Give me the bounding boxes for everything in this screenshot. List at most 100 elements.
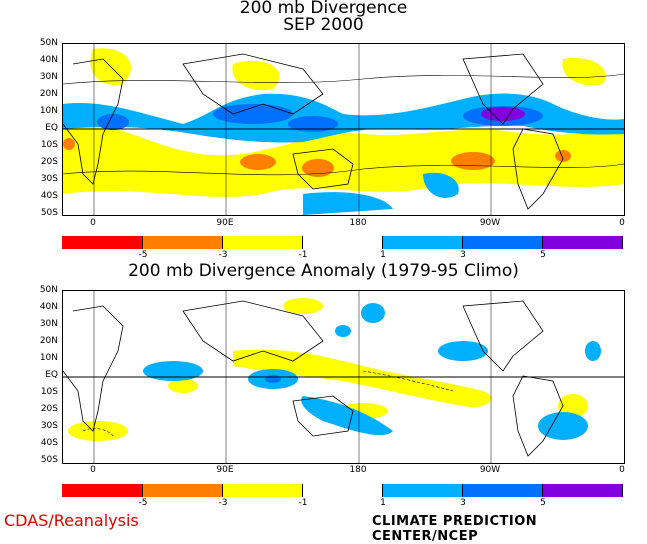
lightblue-anomaly-epacific bbox=[438, 341, 488, 361]
yellow-anomaly-samerica bbox=[558, 394, 588, 418]
colorbar-tick-label: -1 bbox=[298, 498, 308, 508]
lon-label: 0 bbox=[90, 218, 96, 228]
lat-label: 40N bbox=[39, 302, 58, 312]
south-america-coastline bbox=[512, 375, 564, 457]
colorbar-segment bbox=[223, 236, 303, 249]
colorbar-segment bbox=[62, 484, 143, 497]
lat-label: 50S bbox=[40, 455, 58, 465]
colorbar-tick-label: -5 bbox=[138, 498, 148, 508]
colorbar-segment bbox=[223, 484, 303, 497]
lat-label: 20S bbox=[40, 157, 58, 167]
lat-label: 40N bbox=[39, 55, 58, 65]
bottom-colorbar bbox=[62, 484, 623, 497]
lat-label: 30S bbox=[40, 421, 58, 431]
lightblue-convergence-band bbox=[63, 93, 624, 143]
colorbar-tick-label: -5 bbox=[138, 250, 148, 260]
contour-line bbox=[63, 163, 624, 176]
colorbar-segment bbox=[143, 484, 223, 497]
colorbar-tick-label: 5 bbox=[540, 250, 546, 260]
yellow-anomaly-indian bbox=[168, 379, 198, 393]
colorbar-segment bbox=[62, 236, 143, 249]
lon-label: 90E bbox=[216, 465, 234, 475]
lon-label: 0 bbox=[619, 218, 625, 228]
lat-label: 40S bbox=[40, 191, 58, 201]
colorbar-segment bbox=[463, 484, 543, 497]
lightblue-region-spacific bbox=[423, 172, 459, 198]
north-america-coastline bbox=[462, 300, 544, 372]
bottom-map-canvas bbox=[63, 291, 624, 463]
lon-label: 0 bbox=[619, 465, 625, 475]
bottom-map-title: 200 mb Divergence Anomaly (1979-95 Climo… bbox=[128, 261, 519, 281]
top-map-canvas bbox=[63, 44, 624, 215]
lat-label: 10S bbox=[40, 387, 58, 397]
south-america-coastline bbox=[512, 128, 564, 210]
lat-label: 10N bbox=[39, 106, 58, 116]
colorbar-tick-label: -3 bbox=[218, 250, 228, 260]
colorbar-segment bbox=[383, 236, 463, 249]
australia-coastline bbox=[292, 148, 354, 190]
lat-label: 30S bbox=[40, 174, 58, 184]
source-label: CDAS/Reanalysis bbox=[4, 511, 139, 530]
lon-label: 90E bbox=[216, 218, 234, 228]
colorbar-tick-label: 3 bbox=[460, 498, 466, 508]
lightblue-anomaly-southpacific bbox=[301, 396, 393, 436]
lat-label: EQ bbox=[45, 123, 58, 133]
lat-label: 50S bbox=[40, 208, 58, 218]
colorbar-tick-label: 1 bbox=[380, 250, 386, 260]
lat-label: 30N bbox=[39, 72, 58, 82]
colorbar-tick-label: 3 bbox=[460, 250, 466, 260]
colorbar-segment bbox=[303, 236, 383, 249]
lat-label: 10S bbox=[40, 140, 58, 150]
top-divergence-map bbox=[62, 43, 625, 216]
lat-label: 50N bbox=[39, 38, 58, 48]
yellow-anomaly-southatlantic bbox=[68, 421, 128, 441]
orange-region-indian bbox=[240, 154, 276, 170]
colorbar-segment bbox=[543, 236, 623, 249]
lat-label: 40S bbox=[40, 438, 58, 448]
lon-label: 0 bbox=[90, 465, 96, 475]
orange-region-pacific bbox=[451, 152, 495, 170]
colorbar-segment bbox=[463, 236, 543, 249]
orange-region-samerica bbox=[555, 150, 571, 162]
lightblue-region-southern bbox=[303, 192, 393, 215]
lightblue-anomaly-small bbox=[335, 325, 351, 337]
lat-label: 30N bbox=[39, 319, 58, 329]
yellow-anomaly-asia bbox=[283, 298, 323, 314]
darkblue-region-maritime bbox=[288, 116, 338, 132]
lon-label: 180 bbox=[349, 465, 367, 475]
lat-label: 20N bbox=[39, 89, 58, 99]
colorbar-segment bbox=[143, 236, 223, 249]
africa-coastline bbox=[63, 58, 124, 185]
top-colorbar bbox=[62, 236, 623, 249]
yellow-region-atlantic bbox=[562, 58, 606, 86]
lat-label: 20S bbox=[40, 404, 58, 414]
lon-label: 180 bbox=[349, 218, 367, 228]
lightblue-anomaly-satlantic bbox=[538, 412, 588, 440]
colorbar-tick-label: 5 bbox=[540, 498, 546, 508]
negative-contour-line bbox=[362, 370, 454, 392]
colorbar-tick-label: -1 bbox=[298, 250, 308, 260]
darkblue-anomaly-maritime bbox=[265, 375, 281, 383]
lon-label: 90W bbox=[479, 465, 501, 475]
darkblue-region-indian bbox=[213, 104, 293, 124]
top-map-subtitle: SEP 2000 bbox=[283, 15, 364, 35]
lightblue-anomaly-indian bbox=[143, 361, 203, 381]
lat-label: 10N bbox=[39, 353, 58, 363]
agency-label: CLIMATE PREDICTION CENTER/NCEP bbox=[372, 514, 538, 544]
colorbar-tick-label: -3 bbox=[218, 498, 228, 508]
colorbar-segment bbox=[303, 484, 383, 497]
lat-label: EQ bbox=[45, 370, 58, 380]
north-america-coastline bbox=[462, 53, 544, 125]
australia-coastline bbox=[292, 395, 354, 437]
colorbar-segment bbox=[383, 484, 463, 497]
yellow-region-asia bbox=[232, 60, 280, 91]
lightblue-anomaly-npacific bbox=[361, 303, 385, 323]
contour-line bbox=[63, 73, 624, 85]
orange-region-africa bbox=[63, 138, 75, 150]
lightblue-anomaly-atlantic bbox=[585, 341, 601, 361]
negative-contour-line bbox=[82, 428, 114, 437]
bottom-anomaly-map bbox=[62, 290, 625, 464]
lat-label: 20N bbox=[39, 336, 58, 346]
asia-coastline bbox=[182, 53, 324, 115]
purple-region-central-america bbox=[481, 107, 525, 121]
